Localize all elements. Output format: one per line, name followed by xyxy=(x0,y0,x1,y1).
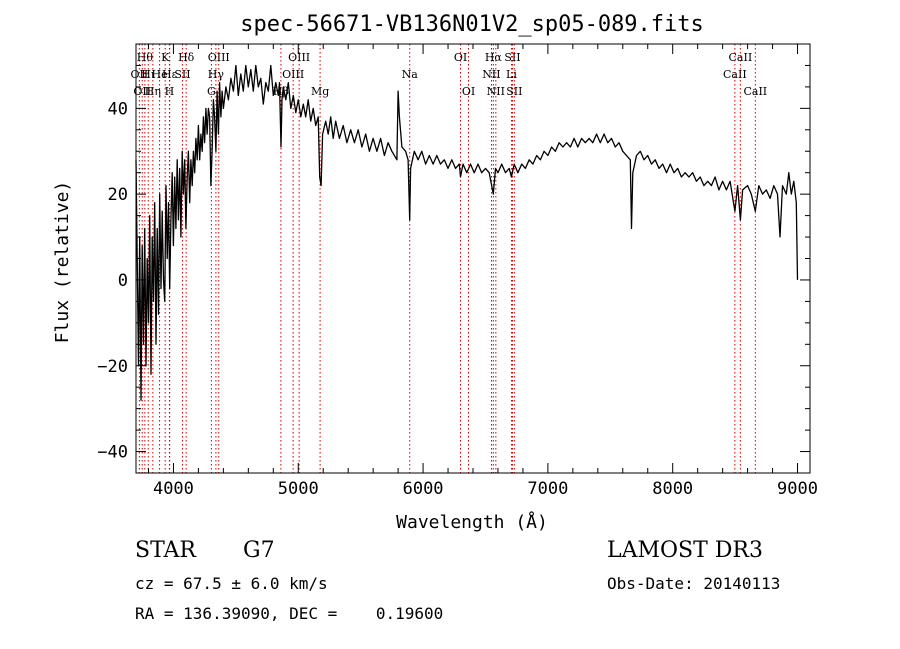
spectral-line-label: H xyxy=(165,85,175,98)
spectral-line-label: OI xyxy=(462,85,475,98)
y-tick-label: −40 xyxy=(97,443,128,463)
spectral-line-label: OII xyxy=(133,85,151,98)
spectral-line-markers xyxy=(138,44,756,473)
spectral-line-label: K xyxy=(161,51,170,64)
x-tick-label: 6000 xyxy=(403,479,444,499)
coordinates: RA = 136.39090, DEC = 0.19600 xyxy=(135,604,444,623)
object-class: STAR xyxy=(135,538,196,563)
redshift-value: cz = 67.5 ± 6.0 km/s xyxy=(135,574,328,593)
spectral-line-label: G xyxy=(207,85,216,98)
spectral-line-label: Hι xyxy=(141,68,155,81)
spectral-line-label: SII xyxy=(506,85,522,98)
object-subclass: G7 xyxy=(243,538,275,563)
y-tick-label: 20 xyxy=(108,185,128,205)
y-axis-label: Flux (relative) xyxy=(52,181,73,344)
spectral-line-label: OIII xyxy=(282,68,304,81)
spectral-line-label: NII xyxy=(487,85,505,98)
spectral-line-labels: OIIOIIHθHιHηHeKHHεSIIHδGHγOIIIHβOIIIOIII… xyxy=(131,51,768,98)
spectral-line-label: Li xyxy=(506,68,517,81)
plot-frame xyxy=(135,43,811,474)
axis-ticks: 4000 5000 6000 7000 8000 9000 −40 −20 0 20 40 xyxy=(97,43,818,499)
spectral-line-label: OIII xyxy=(208,51,230,64)
spectral-line-label: Hβ xyxy=(273,85,289,98)
spectral-line-label: CaII xyxy=(729,51,753,64)
spectral-line-label: NII xyxy=(482,68,500,81)
x-tick-label: 9000 xyxy=(777,479,818,499)
x-tick-label: 4000 xyxy=(153,479,194,499)
spectral-line-label: Hγ xyxy=(208,68,225,81)
x-axis-label: Wavelength (Å) xyxy=(396,511,548,533)
x-tick-label: 5000 xyxy=(278,479,319,499)
obs-date: Obs-Date: 20140113 xyxy=(607,574,781,593)
spectral-line-label: SII xyxy=(174,68,190,81)
spectral-line-label: OII xyxy=(131,68,149,81)
y-tick-label: −20 xyxy=(97,357,128,377)
spectral-line-label: CaII xyxy=(723,68,747,81)
spectral-line-label: OI xyxy=(454,51,467,64)
spectral-line-label: Hα xyxy=(485,51,503,64)
chart-title: spec-56671-VB136N01V2_sp05-089.fits xyxy=(240,12,704,37)
spectral-line-label: Na xyxy=(402,68,419,81)
spectral-line-label: He xyxy=(152,68,168,81)
spectral-line-label: Hη xyxy=(145,85,161,98)
spectral-line-label: Hθ xyxy=(137,51,154,64)
y-tick-label: 40 xyxy=(108,99,128,119)
spectral-line-label: SII xyxy=(504,51,520,64)
y-tick-label: 0 xyxy=(118,271,128,291)
x-tick-label: 8000 xyxy=(652,479,693,499)
spectrum-series-line xyxy=(135,64,799,401)
spectral-line-label: Hδ xyxy=(178,51,195,64)
spectral-line-label: Hε xyxy=(162,68,178,81)
spectral-line-label: OIII xyxy=(288,51,310,64)
survey-name: LAMOST DR3 xyxy=(607,538,763,563)
spectral-line-label: CaII xyxy=(743,85,767,98)
x-tick-label: 7000 xyxy=(527,479,568,499)
spectral-line-label: Mg xyxy=(311,85,329,98)
